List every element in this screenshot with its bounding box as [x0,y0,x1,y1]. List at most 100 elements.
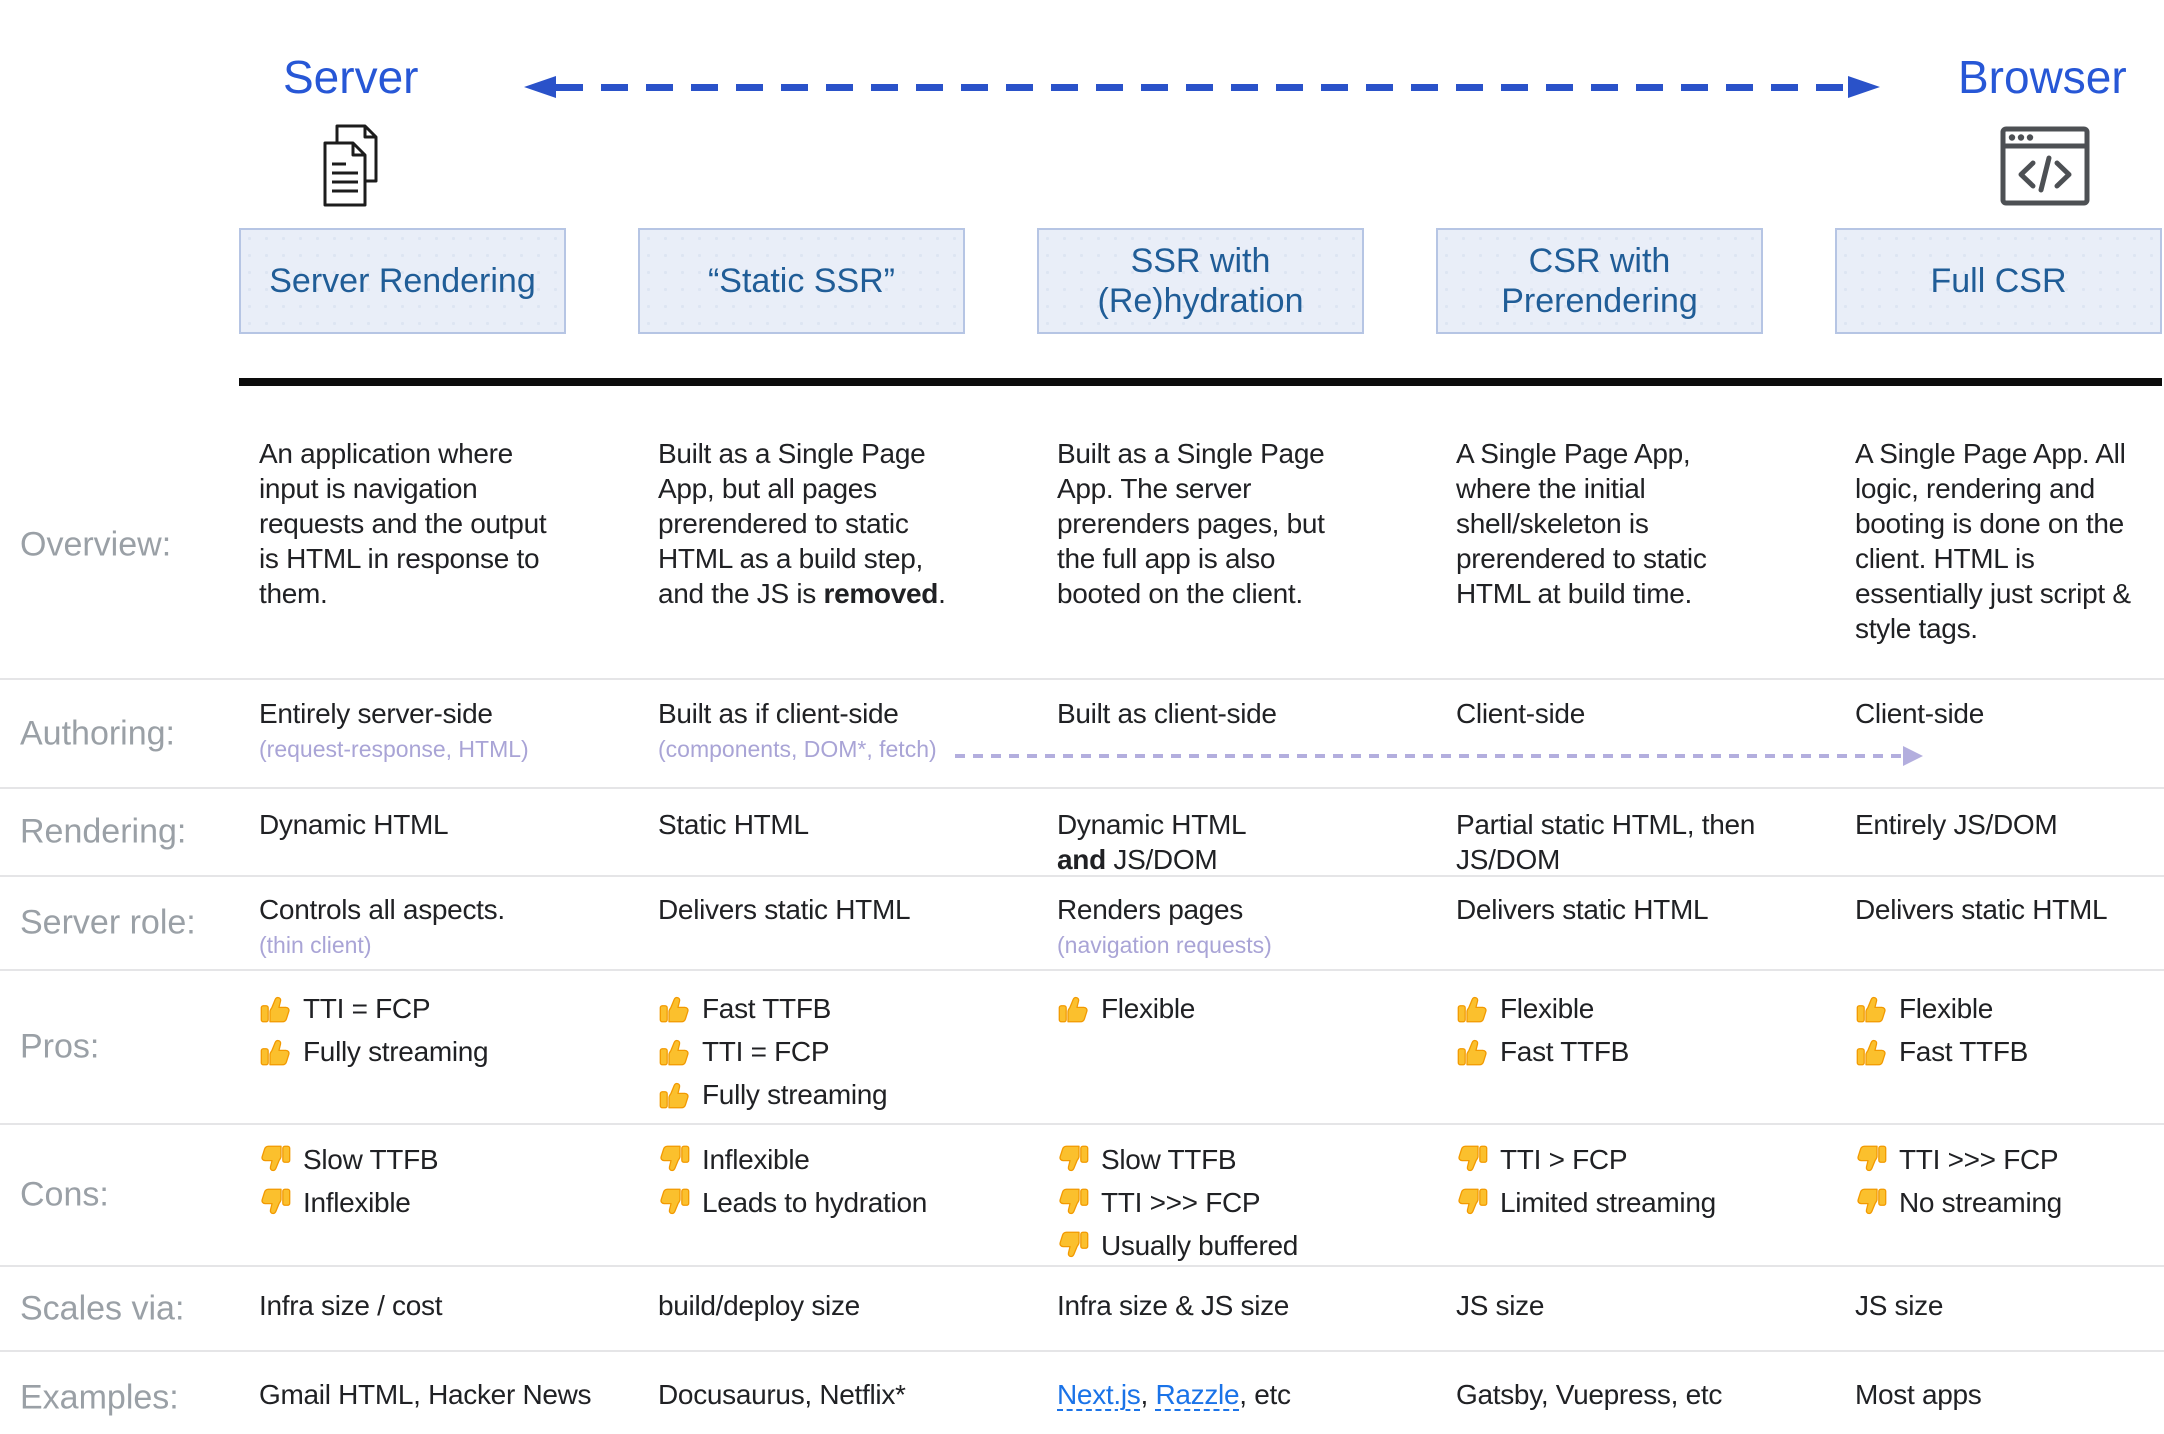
thick-divider-line [239,378,2162,386]
thumb-up-icon [659,1039,689,1066]
column-header-row: Server Rendering “Static SSR” SSR with (… [0,228,2164,334]
thumb-down-icon [660,1145,690,1172]
browser-window-icon [2000,126,2090,206]
item-text: Limited streaming [1500,1187,1716,1218]
pro-item: Flexible [1456,991,1763,1026]
cell-cons-3: Slow TTFB TTI >>> FCP Usually buffered [1037,1142,1364,1271]
con-item: Usually buffered [1057,1228,1364,1263]
cell-pros-5: Flexible Fast TTFB [1835,991,2162,1123]
cell-authoring-5: Client-side [1855,698,1984,729]
pro-item: TTI = FCP [259,991,566,1026]
row-server-role: Server role: Controls all aspects. (thin … [0,877,2164,971]
row-pros: Pros: TTI = FCP Fully streaming Fast TTFB… [0,971,2164,1125]
item-text: Slow TTFB [303,1144,439,1175]
cell-cons-5: TTI >>> FCP No streaming [1835,1142,2162,1271]
item-text: TTI >>> FCP [1899,1144,2059,1175]
item-text: Flexible [1101,993,1196,1024]
cell-cons-1: Slow TTFB Inflexible [239,1142,566,1271]
row-cons: Cons: Slow TTFB Inflexible Inflexible Lead… [0,1125,2164,1267]
con-item: No streaming [1855,1185,2162,1220]
row-label-scales-via: Scales via: [20,1289,185,1327]
thumb-down-icon [1458,1145,1488,1172]
row-label-rendering: Rendering: [20,812,187,851]
cell-overview-5: A Single Page App. All logic, rendering … [1855,438,2131,644]
row-overview: Overview: An application where input is … [0,412,2164,680]
row-label-overview: Overview: [20,525,172,564]
con-item: Inflexible [658,1142,965,1177]
cell-rendering-5: Entirely JS/DOM [1855,809,2058,840]
cell-server-role-2: Delivers static HTML [658,894,911,925]
con-item: TTI >>> FCP [1057,1185,1364,1220]
thumb-down-icon [1458,1188,1488,1215]
server-role-note-3: (navigation requests) [1057,932,1272,958]
row-authoring: Authoring: Entirely server-side (request-… [0,680,2164,789]
document-pages-icon [323,124,378,207]
cell-server-role-1: Controls all aspects. (thin client) [239,892,566,969]
cell-overview-1: An application where input is navigation… [259,438,547,609]
cell-cons-4: TTI > FCP Limited streaming [1436,1142,1763,1271]
item-text: TTI = FCP [303,993,431,1024]
cell-server-role-4: Delivers static HTML [1456,894,1709,925]
cell-authoring-2: Built as if client-side (components, DOM*… [638,696,965,787]
thumb-down-icon [1059,1231,1089,1258]
pro-item: Fast TTFB [1855,1034,2162,1069]
nextjs-link[interactable]: Next.js [1057,1379,1141,1410]
pro-item: Fast TTFB [658,991,965,1026]
thumb-up-icon [1457,996,1487,1023]
cell-scales-4: JS size [1456,1290,1545,1321]
item-text: Inflexible [702,1144,810,1175]
row-label-examples: Examples: [20,1378,179,1417]
thumb-up-icon [1856,996,1886,1023]
row-label-authoring: Authoring: [20,714,175,752]
pro-item: TTI = FCP [658,1034,965,1069]
item-text: TTI >>> FCP [1101,1187,1261,1218]
item-text: TTI > FCP [1500,1144,1628,1175]
row-scales-via: Scales via: Infra size / cost build/depl… [0,1267,2164,1352]
cell-pros-1: TTI = FCP Fully streaming [239,991,566,1123]
authoring-note-2: (components, DOM*, fetch) [658,736,937,762]
browser-label: Browser [1958,51,2127,103]
cell-examples-2: Docusaurus, Netflix* [658,1379,906,1410]
cell-server-role-3: Renders pages (navigation requests) [1037,892,1364,969]
column-header-ssr-rehydration: SSR with (Re)hydration [1037,228,1364,334]
cell-cons-2: Inflexible Leads to hydration [638,1142,965,1271]
cell-examples-3: Next.js, Razzle, etc [1057,1379,1291,1410]
server-role-note-1: (thin client) [259,932,372,958]
thumb-down-icon [1857,1188,1887,1215]
row-label-pros: Pros: [20,1027,100,1066]
razzle-link[interactable]: Razzle [1155,1379,1240,1410]
con-item: Slow TTFB [259,1142,566,1177]
thumb-down-icon [261,1188,291,1215]
item-text: Flexible [1899,993,1994,1024]
thumb-up-icon [1457,1039,1487,1066]
thumb-up-icon [659,1082,689,1109]
cell-pros-4: Flexible Fast TTFB [1436,991,1763,1123]
column-header-static-ssr: “Static SSR” [638,228,965,334]
authoring-note-1: (request-response, HTML) [259,736,529,762]
thumb-up-icon [1856,1039,1886,1066]
item-text: Flexible [1500,993,1595,1024]
server-label: Server [283,51,419,103]
cell-pros-2: Fast TTFB TTI = FCP Fully streaming [638,991,965,1123]
item-text: Slow TTFB [1101,1144,1237,1175]
cell-server-role-5: Delivers static HTML [1855,894,2108,925]
item-text: Inflexible [303,1187,411,1218]
item-text: Fast TTFB [1500,1036,1630,1067]
cell-examples-4: Gatsby, Vuepress, etc [1456,1379,1723,1410]
client-side-dashed-arrow [955,746,1923,766]
pro-item: Fully streaming [259,1034,566,1069]
column-header-full-csr: Full CSR [1835,228,2162,334]
thumb-up-icon [659,996,689,1023]
item-text: Fast TTFB [1899,1036,2029,1067]
cell-rendering-2: Static HTML [658,809,809,840]
cell-authoring-1: Entirely server-side (request-response, H… [239,696,566,787]
thumb-up-icon [260,996,290,1023]
column-header-csr-prerendering: CSR with Prerendering [1436,228,1763,334]
cell-examples-1: Gmail HTML, Hacker News [259,1379,592,1410]
thumb-down-icon [261,1145,291,1172]
item-text: Fully streaming [702,1079,888,1110]
column-header-server-rendering: Server Rendering [239,228,566,334]
thumb-down-icon [1059,1145,1089,1172]
row-label-cons: Cons: [20,1175,109,1214]
